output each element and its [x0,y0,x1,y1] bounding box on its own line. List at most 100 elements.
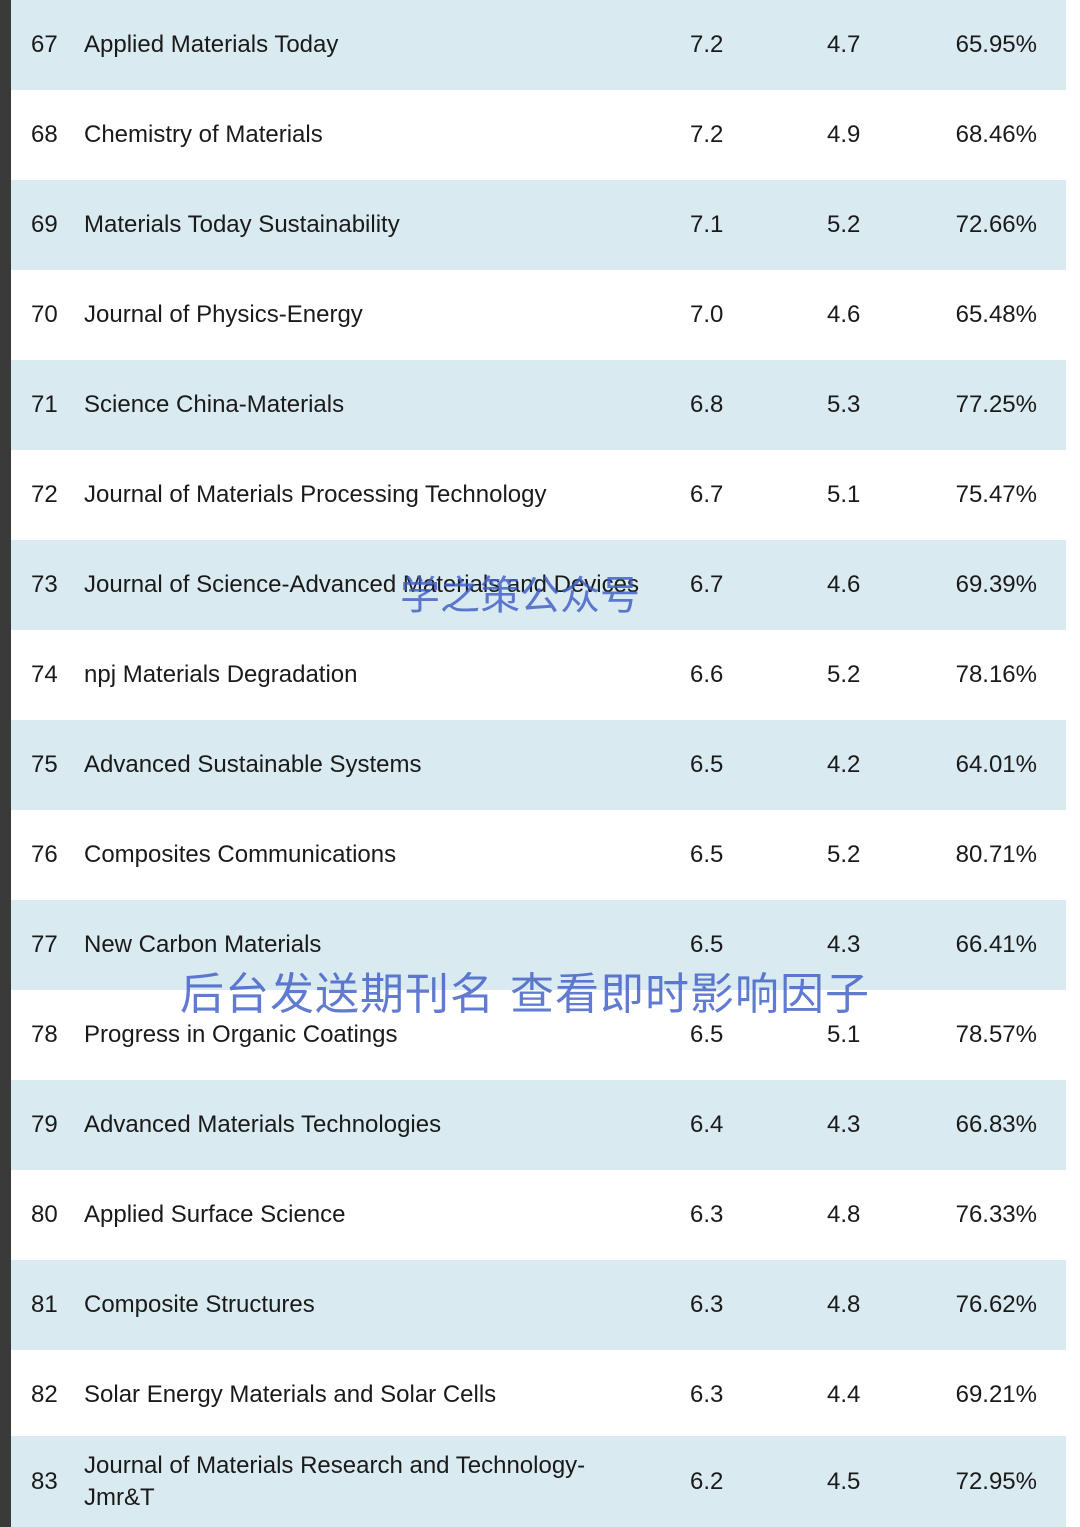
impact-factor-cell: 6.5 [690,751,724,778]
rank-cell: 67 [31,31,58,58]
journal-title-cell: Applied Surface Science [84,1201,346,1228]
rank-cell: 72 [31,481,58,508]
journal-title-cell: Journal of Materials Research and Techno… [84,1451,586,1511]
table-row: 69 Materials Today Sustainability 7.1 5.… [11,180,1066,270]
five-year-score-cell: 4.9 [827,121,861,148]
rank-cell: 82 [31,1381,58,1408]
table-row: 82 Solar Energy Materials and Solar Cell… [11,1350,1066,1440]
impact-factor-cell: 6.2 [690,1467,724,1495]
journal-title-cell: Chemistry of Materials [84,121,323,148]
journal-title-cell: Solar Energy Materials and Solar Cells [84,1381,497,1408]
five-year-score-cell: 4.8 [827,1291,861,1318]
five-year-score-cell: 4.6 [827,301,861,328]
percentage-cell: 78.57% [955,1021,1037,1048]
impact-factor-cell: 6.5 [690,841,724,868]
five-year-score-cell: 4.3 [827,1111,861,1138]
five-year-score-cell: 4.7 [827,31,861,58]
percentage-cell: 69.39% [955,571,1037,598]
rank-cell: 83 [31,1467,58,1495]
journal-title-cell: Applied Materials Today [84,31,339,58]
table-row: 80 Applied Surface Science 6.3 4.8 76.33… [11,1170,1066,1260]
table-row: 68 Chemistry of Materials 7.2 4.9 68.46% [11,90,1066,180]
right-border [1066,0,1080,1527]
journal-title-cell: Advanced Sustainable Systems [84,751,422,778]
impact-factor-cell: 6.5 [690,931,724,958]
journal-title-cell: New Carbon Materials [84,931,322,958]
impact-factor-cell: 6.3 [690,1291,724,1318]
rank-cell: 78 [31,1021,58,1048]
percentage-cell: 72.95% [955,1467,1037,1495]
table-row: 74 npj Materials Degradation 6.6 5.2 78.… [11,630,1066,720]
table-row: 72 Journal of Materials Processing Techn… [11,450,1066,540]
journal-title-cell: Advanced Materials Technologies [84,1111,442,1138]
impact-factor-cell: 6.4 [690,1111,724,1138]
rank-cell: 77 [31,931,58,958]
impact-factor-cell: 7.0 [690,301,724,328]
five-year-score-cell: 5.3 [827,391,861,418]
rank-cell: 68 [31,121,58,148]
table-row: 73 Journal of Science-Advanced Materials… [11,540,1066,630]
five-year-score-cell: 5.2 [827,211,861,238]
rank-cell: 73 [31,571,58,598]
five-year-score-cell: 5.2 [827,661,861,688]
journal-title-cell: Science China-Materials [84,391,345,418]
percentage-cell: 65.48% [955,301,1037,328]
percentage-cell: 68.46% [955,121,1037,148]
journal-title-cell: Journal of Science-Advanced Materials an… [84,571,639,598]
five-year-score-cell: 4.4 [827,1381,861,1408]
five-year-score-cell: 4.5 [827,1467,861,1495]
table-row: 67 Applied Materials Today 7.2 4.7 65.95… [11,0,1066,90]
table-row: 70 Journal of Physics-Energy 7.0 4.6 65.… [11,270,1066,360]
journal-title-cell: Journal of Materials Processing Technolo… [84,481,547,508]
percentage-cell: 72.66% [955,211,1037,238]
table-row: 76 Composites Communications 6.5 5.2 80.… [11,810,1066,900]
rank-cell: 69 [31,211,58,238]
rank-cell: 80 [31,1201,58,1228]
table-row: 81 Composite Structures 6.3 4.8 76.62% [11,1260,1066,1350]
journal-title-cell: Progress in Organic Coatings [84,1021,398,1048]
five-year-score-cell: 5.1 [827,481,861,508]
journal-title-cell: Composite Structures [84,1291,315,1318]
journal-title-cell: Materials Today Sustainability [84,211,400,238]
journal-title-cell: Composites Communications [84,841,397,868]
impact-factor-cell: 6.7 [690,481,724,508]
percentage-cell: 78.16% [955,661,1037,688]
journal-title-cell: npj Materials Degradation [84,661,358,688]
five-year-score-cell: 4.3 [827,931,861,958]
impact-factor-cell: 7.1 [690,211,724,238]
percentage-cell: 75.47% [955,481,1037,508]
percentage-cell: 65.95% [955,31,1037,58]
percentage-cell: 77.25% [955,391,1037,418]
table-row: 83 Journal of Materials Research and Tec… [11,1436,1066,1527]
table-row: 77 New Carbon Materials 6.5 4.3 66.41% [11,900,1066,990]
percentage-cell: 66.41% [955,931,1037,958]
impact-factor-cell: 6.3 [690,1201,724,1228]
left-border [0,0,11,1527]
rank-cell: 75 [31,751,58,778]
five-year-score-cell: 4.6 [827,571,861,598]
impact-factor-cell: 7.2 [690,121,724,148]
five-year-score-cell: 4.2 [827,751,861,778]
percentage-cell: 76.33% [955,1201,1037,1228]
percentage-cell: 69.21% [955,1381,1037,1408]
five-year-score-cell: 4.8 [827,1201,861,1228]
impact-factor-cell: 6.3 [690,1381,724,1408]
five-year-score-cell: 5.2 [827,841,861,868]
impact-factor-cell: 6.8 [690,391,724,418]
journal-title-cell: Journal of Physics-Energy [84,301,363,328]
rank-cell: 71 [31,391,58,418]
table-row: 75 Advanced Sustainable Systems 6.5 4.2 … [11,720,1066,810]
impact-factor-cell: 7.2 [690,31,724,58]
impact-factor-cell: 6.6 [690,661,724,688]
rank-cell: 76 [31,841,58,868]
table-row: 79 Advanced Materials Technologies 6.4 4… [11,1080,1066,1170]
five-year-score-cell: 5.1 [827,1021,861,1048]
percentage-cell: 76.62% [955,1291,1037,1318]
rank-cell: 81 [31,1291,58,1318]
table-row: 78 Progress in Organic Coatings 6.5 5.1 … [11,990,1066,1080]
percentage-cell: 66.83% [955,1111,1037,1138]
impact-factor-cell: 6.5 [690,1021,724,1048]
table-row: 71 Science China-Materials 6.8 5.3 77.25… [11,360,1066,450]
rank-cell: 79 [31,1111,58,1138]
rank-cell: 74 [31,661,58,688]
